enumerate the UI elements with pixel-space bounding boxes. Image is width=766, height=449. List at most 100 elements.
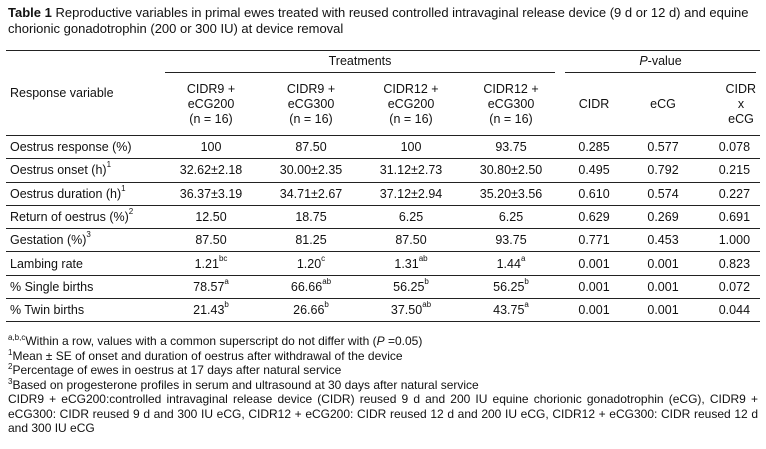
- superscript: b: [524, 276, 529, 286]
- footnote-marker: a,b,c: [8, 333, 26, 342]
- superscript: b: [424, 276, 429, 286]
- header-line: eCG200: [387, 96, 435, 111]
- treatment-value: 66.66ab: [261, 275, 361, 300]
- pvalue-header: P-value: [565, 51, 757, 73]
- cell-text: 0.453: [647, 233, 679, 248]
- superscript: ab: [322, 276, 332, 286]
- p-value: 0.072: [699, 275, 761, 300]
- cell-text: Oestrus duration (h): [10, 186, 122, 201]
- cell-text: 78.57: [193, 279, 225, 294]
- row-label: Oestrus duration (h)1: [6, 182, 161, 206]
- abbreviations: CIDR9 + eCG200:controlled intravaginal r…: [8, 392, 758, 435]
- superscript: bc: [218, 253, 228, 263]
- treatment-value: 31.12±2.73: [361, 158, 461, 183]
- superscript: b: [224, 300, 229, 310]
- p-value: 0.771: [561, 228, 628, 253]
- cell-text: 0.044: [718, 303, 751, 318]
- cell-text: 21.43: [193, 303, 225, 318]
- p-value: 0.215: [699, 158, 761, 183]
- cell-text: 0.001: [647, 279, 679, 294]
- treatment-value: 12.50: [161, 205, 261, 230]
- p-value: 0.823: [699, 251, 761, 276]
- row-label: % Twin births: [6, 298, 161, 323]
- footnote-marker: 2: [8, 362, 13, 371]
- treatment-value: 30.80±2.50: [461, 158, 562, 183]
- footnotes: a,b,cWithin a row, values with a common …: [8, 333, 758, 436]
- cell-text: 81.25: [295, 233, 327, 248]
- header-line: CIDR: [725, 81, 757, 96]
- treatment-value: 35.20±3.56: [461, 182, 562, 206]
- row-label: Gestation (%)3: [6, 228, 161, 253]
- treatment-value: 6.25: [461, 205, 562, 230]
- treatment-value: 1.44a: [461, 251, 562, 276]
- superscript: 1: [121, 183, 126, 193]
- data-row: Oestrus duration (h)1 36.37±3.19 34.71±2.6…: [6, 182, 761, 206]
- header-line: eCG300: [287, 96, 335, 111]
- header-line: eCG: [650, 96, 676, 111]
- p-value: 0.610: [561, 182, 628, 206]
- pvalue-column-header: eCG: [627, 73, 700, 136]
- treatment-value: 87.50: [361, 228, 461, 253]
- row-label: Return of oestrus (%)2: [6, 205, 161, 230]
- cell-text: Gestation (%): [10, 233, 87, 248]
- cell-text: 30.80±2.50: [479, 163, 543, 178]
- p-value: 0.001: [627, 251, 700, 276]
- row-label: Oestrus response (%): [6, 135, 161, 160]
- treatment-value: 56.25b: [361, 275, 461, 300]
- cell-text: 0.227: [718, 186, 751, 201]
- footnote: 1Mean ± SE of onset and duration of oest…: [8, 348, 758, 364]
- cell-text: 56.25: [493, 279, 525, 294]
- cell-text: 0.215: [718, 163, 751, 178]
- cell-text: 35.20±3.56: [479, 186, 543, 201]
- cell-text: 0.001: [578, 279, 610, 294]
- header-row: Response variable Treatments P-value: [6, 50, 761, 136]
- p-value: 0.629: [561, 205, 628, 230]
- treatment-value: 37.12±2.94: [361, 182, 461, 206]
- treatment-header: CIDR9 + eCG200 (n = 16): [161, 73, 261, 136]
- header-line: CIDR12 +: [383, 81, 439, 96]
- treatment-value: 32.62±2.18: [161, 158, 261, 183]
- cell-text: 26.66: [293, 303, 325, 318]
- data-row: % Single births 78.57a 66.66ab 56.25b 56.25b…: [6, 275, 761, 300]
- cell-text: 66.66: [290, 279, 323, 294]
- p-value: 0.227: [699, 182, 761, 206]
- p-value: 0.078: [699, 135, 761, 160]
- p-value: 0.792: [627, 158, 700, 183]
- cell-text: % Twin births: [10, 303, 85, 318]
- cell-text: 0.078: [718, 140, 751, 155]
- cell-text: 18.75: [295, 210, 327, 225]
- header-line: CIDR9 +: [286, 81, 336, 96]
- data-row: Lambing rate 1.21bc 1.20c 1.31ab 1.44a 0.001 0…: [6, 251, 761, 276]
- row-label: Lambing rate: [6, 251, 161, 276]
- p-value: 0.001: [561, 298, 628, 323]
- p-value: 0.691: [699, 205, 761, 230]
- p-value: 0.574: [627, 182, 700, 206]
- p-value: 0.001: [627, 298, 700, 323]
- header-line: x: [737, 96, 745, 111]
- cell-text: 0.001: [647, 303, 679, 318]
- cell-text: 0.792: [647, 163, 679, 178]
- cell-text: 0.771: [578, 233, 610, 248]
- treatment-value: 36.37±3.19: [161, 182, 261, 206]
- cell-text: 0.823: [718, 256, 751, 271]
- cell-text: 36.37±3.19: [179, 186, 243, 201]
- cell-text: 34.71±2.67: [279, 186, 343, 201]
- cell-text: Lambing rate: [10, 256, 83, 271]
- superscript: 1: [106, 160, 112, 170]
- cell-text: 1.20: [296, 256, 322, 271]
- treatment-value: 87.50: [161, 228, 261, 253]
- treatment-value: 43.75a: [461, 298, 562, 323]
- cell-text: 87.50: [395, 233, 427, 248]
- header-line: CIDR: [578, 96, 610, 111]
- response-header-text: Response variable: [10, 86, 114, 100]
- treatment-value: 100: [161, 135, 261, 160]
- treatment-header: CIDR12 + eCG300 (n = 16): [461, 73, 562, 136]
- treatment-value: 93.75: [461, 228, 562, 253]
- cell-text: 0.577: [647, 140, 679, 155]
- cell-text: Oestrus response (%): [10, 140, 132, 155]
- header-line: (n = 16): [189, 111, 233, 126]
- footnote-text: Percentage of ewes in oestrus at 17 days…: [12, 363, 342, 377]
- header-line: eCG300: [487, 96, 535, 111]
- cell-text: 0.629: [578, 210, 610, 225]
